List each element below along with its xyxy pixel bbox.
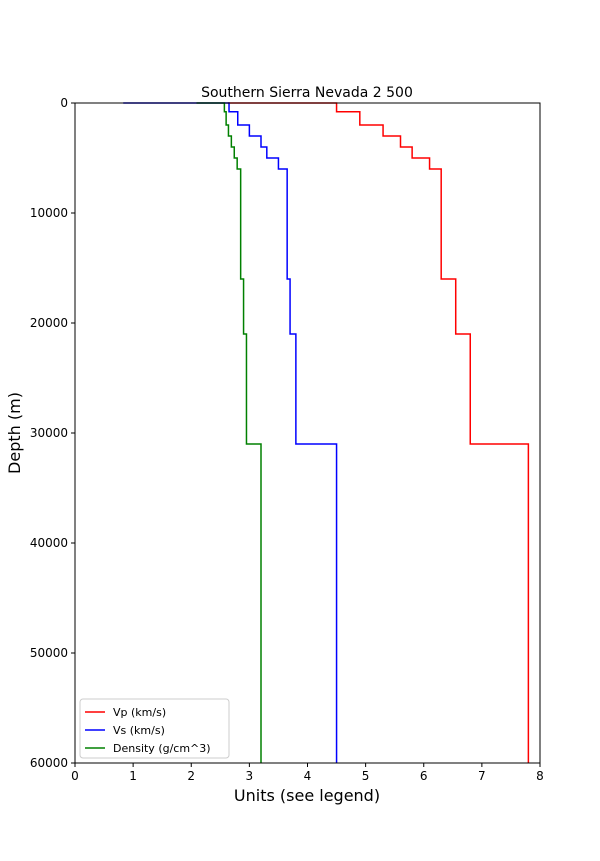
legend-label-1: Vs (km/s) (113, 724, 165, 737)
x-tick-label: 7 (478, 769, 486, 783)
x-tick-label: 0 (71, 769, 79, 783)
y-tick-label: 40000 (30, 536, 68, 550)
y-tick-label: 0 (60, 96, 68, 110)
chart-title: Southern Sierra Nevada 2 500 (201, 85, 413, 101)
x-axis-label: Units (see legend) (234, 786, 380, 805)
x-tick-label: 5 (362, 769, 370, 783)
legend: Vp (km/s) Vs (km/s) Density (g/cm^3) (79, 698, 230, 759)
series-layer (123, 102, 530, 763)
series-line-0 (227, 102, 530, 763)
y-tick-label: 30000 (30, 426, 68, 440)
legend-box (79, 698, 230, 759)
y-axis-label: Depth (m) (5, 392, 24, 474)
y-tick-label: 10000 (30, 206, 68, 220)
legend-label-2: Density (g/cm^3) (113, 742, 211, 755)
y-tick-label: 50000 (30, 646, 68, 660)
y-tick-label: 20000 (30, 316, 68, 330)
legend-label-0: Vp (km/s) (113, 706, 166, 719)
axis-ticks: 0 1 2 3 4 5 6 7 8 0 10000 20000 30000 40000 50000 60000 (30, 96, 544, 783)
series-line-2 (196, 102, 262, 763)
x-tick-label: 8 (536, 769, 544, 783)
x-tick-label: 2 (187, 769, 195, 783)
x-tick-label: 1 (129, 769, 137, 783)
x-tick-label: 3 (246, 769, 254, 783)
x-tick-label: 4 (304, 769, 312, 783)
x-tick-label: 6 (420, 769, 428, 783)
y-tick-label: 60000 (30, 756, 68, 770)
series-line-1 (123, 102, 338, 763)
